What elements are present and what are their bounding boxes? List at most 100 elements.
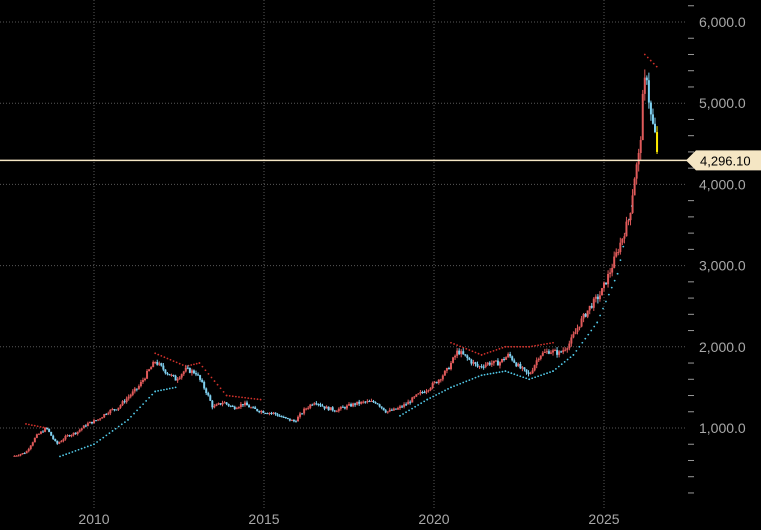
candle-body — [439, 379, 442, 381]
resistance-dot — [531, 345, 534, 348]
grid-lines — [0, 0, 685, 508]
resistance-dot — [201, 365, 204, 368]
candle-body — [58, 442, 61, 444]
support-dot — [59, 455, 61, 458]
candle-body — [537, 358, 540, 361]
candle-body — [382, 407, 385, 411]
candle-body — [160, 363, 163, 366]
support-dot — [157, 389, 160, 392]
resistance-dot — [459, 345, 462, 348]
resistance-dot — [492, 349, 495, 352]
support-dot — [528, 378, 531, 381]
candle-body — [213, 406, 216, 408]
resistance-dot — [231, 395, 234, 398]
support-dot — [124, 421, 126, 423]
candle-body — [52, 435, 55, 440]
candle-body — [609, 272, 612, 274]
candle-body — [44, 428, 47, 432]
support-dot — [435, 394, 438, 396]
support-dot — [414, 405, 417, 408]
candle-body — [554, 350, 557, 352]
candle-body — [258, 411, 261, 413]
candle-body — [223, 402, 226, 404]
resistance-dot — [222, 391, 225, 393]
candle-body — [592, 298, 595, 308]
resistance-dot — [247, 397, 250, 400]
candle-body — [280, 416, 283, 418]
candle-body — [437, 379, 440, 384]
candle-body — [252, 407, 255, 409]
candle-body — [421, 391, 424, 393]
candle-body — [462, 351, 465, 355]
resistance-dot — [507, 345, 510, 348]
candle-body — [596, 296, 599, 300]
candle-body — [411, 397, 414, 403]
support-dot — [540, 374, 542, 377]
candle-body — [131, 391, 134, 395]
candle-body — [33, 437, 36, 443]
candle-body — [203, 381, 206, 389]
candle-body — [331, 407, 334, 411]
candle-body — [527, 372, 530, 374]
candle-body — [431, 382, 434, 388]
support-dot — [151, 393, 154, 396]
candle-body — [350, 404, 353, 407]
candle-body — [15, 455, 18, 457]
support-dot — [504, 370, 507, 373]
support-dot — [417, 404, 420, 406]
candle-body — [29, 445, 32, 449]
candle-body — [635, 164, 638, 179]
support-dot — [411, 407, 413, 410]
support-dot — [513, 373, 516, 376]
candle-body — [156, 361, 159, 365]
candle-body — [137, 386, 140, 389]
candle-body — [656, 132, 659, 152]
candle-body — [221, 402, 224, 405]
support-dot — [489, 372, 492, 375]
candle-body — [484, 364, 487, 367]
resistance-dot — [172, 360, 175, 362]
resistance-dot — [207, 372, 210, 375]
support-dot — [549, 371, 551, 374]
candle-body — [378, 404, 381, 407]
x-tick-label: 2015 — [248, 511, 279, 527]
support-dot — [93, 443, 95, 446]
candle-body — [90, 421, 93, 424]
candle-body — [407, 401, 410, 405]
candle-body — [594, 296, 597, 299]
candle-body — [327, 406, 330, 411]
candle-body — [574, 331, 577, 335]
candle-body — [556, 350, 559, 355]
candle-body — [613, 256, 616, 268]
candle-body — [654, 123, 656, 133]
candle-body — [335, 411, 338, 413]
y-tick-label: 4,000.0 — [699, 176, 746, 192]
candle-body — [237, 407, 240, 409]
resistance-dot — [534, 344, 537, 347]
candle-body — [215, 404, 218, 407]
candle-body — [139, 381, 142, 387]
resistance-dot — [540, 343, 542, 346]
resistance-dot — [157, 353, 160, 356]
candle-body — [464, 354, 467, 356]
candle-body — [299, 413, 302, 417]
candle-body — [184, 367, 187, 372]
candle-body — [123, 401, 126, 403]
candle-body — [629, 212, 632, 221]
support-dot — [456, 384, 459, 386]
x-tick-label: 2025 — [588, 511, 619, 527]
candle-body — [531, 370, 534, 374]
resistance-dot — [483, 353, 486, 355]
y-axis: 1,000.0 2,000.0 3,000.0 4,000.0 5,000.0 6,000… — [699, 14, 746, 436]
support-dot — [492, 372, 495, 375]
candle-body — [286, 417, 289, 419]
resistance-dot — [465, 347, 468, 350]
candle-body — [127, 396, 130, 399]
candle-body — [505, 357, 508, 360]
candle-body — [276, 414, 279, 416]
support-dot — [71, 451, 74, 453]
candle-body — [162, 365, 165, 370]
support-dot — [584, 337, 587, 340]
candle-body — [466, 355, 469, 359]
